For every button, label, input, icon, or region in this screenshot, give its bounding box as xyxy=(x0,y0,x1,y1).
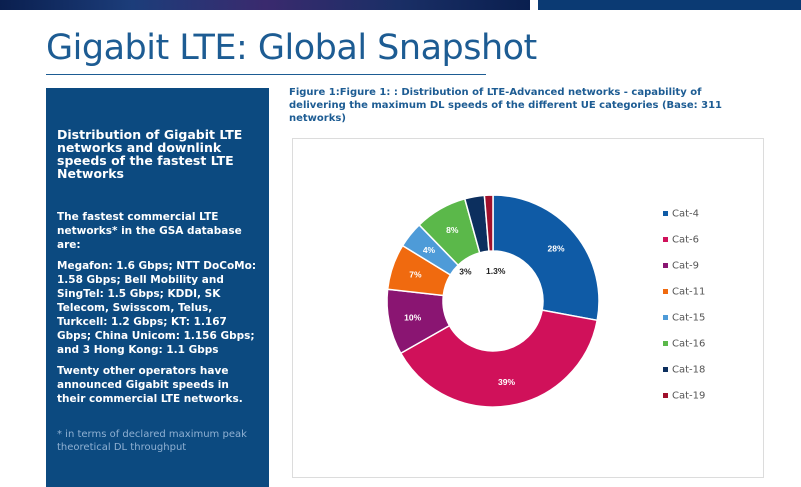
chart-frame: 28% 39% 10% 7% 4% 8% 3% 1.3% Cat-4 Cat-6 Cat-9 Cat-… xyxy=(292,138,764,478)
donut-slice-cat-19 xyxy=(483,194,494,252)
legend-swatch xyxy=(663,289,668,294)
legend-item-cat-18: Cat-18 xyxy=(663,365,705,376)
sidebar-others: Twenty other operators have announced Gi… xyxy=(57,365,243,405)
sidebar-heading: Distribution of Gigabit LTE networks and… xyxy=(57,127,243,181)
legend-item-cat-11: Cat-11 xyxy=(663,287,705,298)
data-label-cat-19: 1.3% xyxy=(486,266,506,276)
legend-label: Cat-19 xyxy=(672,391,705,402)
legend-item-cat-4: Cat-4 xyxy=(663,209,699,220)
legend-swatch xyxy=(663,263,668,268)
legend-swatch xyxy=(663,367,668,372)
legend-item-cat-9: Cat-9 xyxy=(663,261,699,272)
page-title: Gigabit LTE: Global Snapshot xyxy=(46,28,537,68)
legend-label: Cat-9 xyxy=(672,261,699,272)
sidebar-operators: Megafon: 1.6 Gbps; NTT DoCoMo: 1.58 Gbps… xyxy=(57,260,257,356)
legend-label: Cat-4 xyxy=(672,209,699,220)
data-label-cat-9: 10% xyxy=(404,312,421,322)
data-label-cat-16: 8% xyxy=(446,225,459,235)
sidebar-footnote: * in terms of declared maximum peak theo… xyxy=(57,429,247,453)
header-banner-bar xyxy=(538,0,801,10)
legend-item-cat-16: Cat-16 xyxy=(663,339,705,350)
legend-label: Cat-16 xyxy=(672,339,705,350)
legend-swatch xyxy=(663,393,668,398)
data-label-cat-18: 3% xyxy=(459,266,472,276)
donut-slice-cat-4 xyxy=(492,194,600,322)
legend-label: Cat-18 xyxy=(672,365,705,376)
title-divider xyxy=(46,74,486,75)
donut-slice-cat-6 xyxy=(399,309,599,408)
legend-label: Cat-11 xyxy=(672,287,705,298)
data-label-cat-15: 4% xyxy=(423,245,436,255)
figure-caption: Figure 1:Figure 1: : Distribution of LTE… xyxy=(289,87,723,124)
legend-swatch xyxy=(663,237,668,242)
legend-item-cat-19: Cat-19 xyxy=(663,391,705,402)
legend-swatch xyxy=(663,315,668,320)
header-banner-image xyxy=(0,0,530,10)
legend-item-cat-6: Cat-6 xyxy=(663,235,699,246)
sidebar-intro: The fastest commercial LTE networks* in … xyxy=(57,211,242,251)
legend-item-cat-15: Cat-15 xyxy=(663,313,705,324)
data-label-cat-11: 7% xyxy=(409,269,422,279)
donut-chart: 28% 39% 10% 7% 4% 8% 3% 1.3% Cat-4 Cat-6 Cat-9 Cat-… xyxy=(386,194,705,408)
legend-label: Cat-15 xyxy=(672,313,705,324)
legend-label: Cat-6 xyxy=(672,235,699,246)
legend-swatch xyxy=(663,341,668,346)
legend-swatch xyxy=(663,211,668,216)
data-label-cat-4: 28% xyxy=(548,244,565,254)
data-label-cat-6: 39% xyxy=(498,377,515,387)
info-sidebar: Distribution of Gigabit LTE networks and… xyxy=(46,88,269,487)
